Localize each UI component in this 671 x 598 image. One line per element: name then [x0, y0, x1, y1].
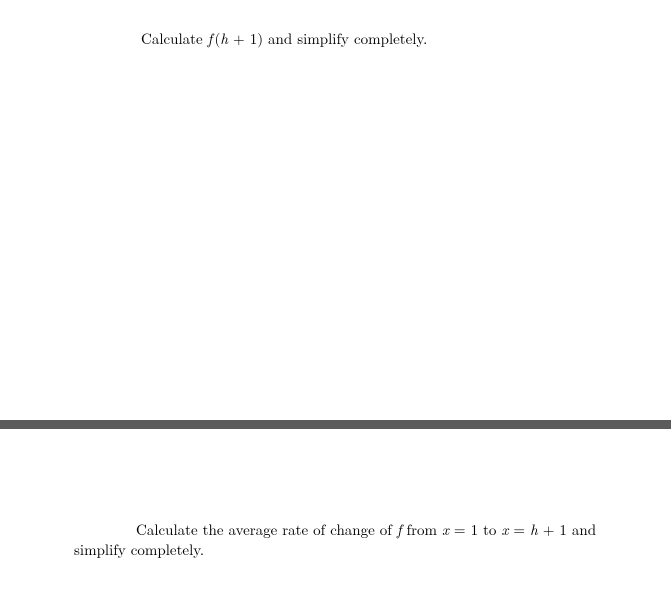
problem-1: Calculate f(h + 1) and simplify complete… — [141, 29, 641, 49]
problem-2-line-2: simplify completely. — [74, 540, 654, 560]
math-h: h — [220, 28, 228, 49]
math-eq1: = 1 to — [449, 519, 502, 540]
math-h: h — [530, 519, 538, 540]
math-plus-close: + 1) — [228, 28, 263, 49]
math-f: f — [208, 28, 213, 49]
problem-2: Calculate the average rate of change of … — [74, 520, 654, 561]
math-plus-and: + 1 and — [538, 519, 596, 540]
problem-2-line-1: Calculate the average rate of change of … — [74, 520, 654, 540]
math-eq2: = — [508, 519, 530, 540]
section-divider — [0, 420, 671, 429]
text-mid: from — [402, 519, 442, 540]
problem-1-text-post: and simplify completely. — [263, 28, 427, 49]
math-x1: x — [442, 519, 449, 540]
problem-1-text-pre: Calculate — [141, 28, 208, 49]
text-pre: Calculate the average rate of change of — [136, 519, 397, 540]
